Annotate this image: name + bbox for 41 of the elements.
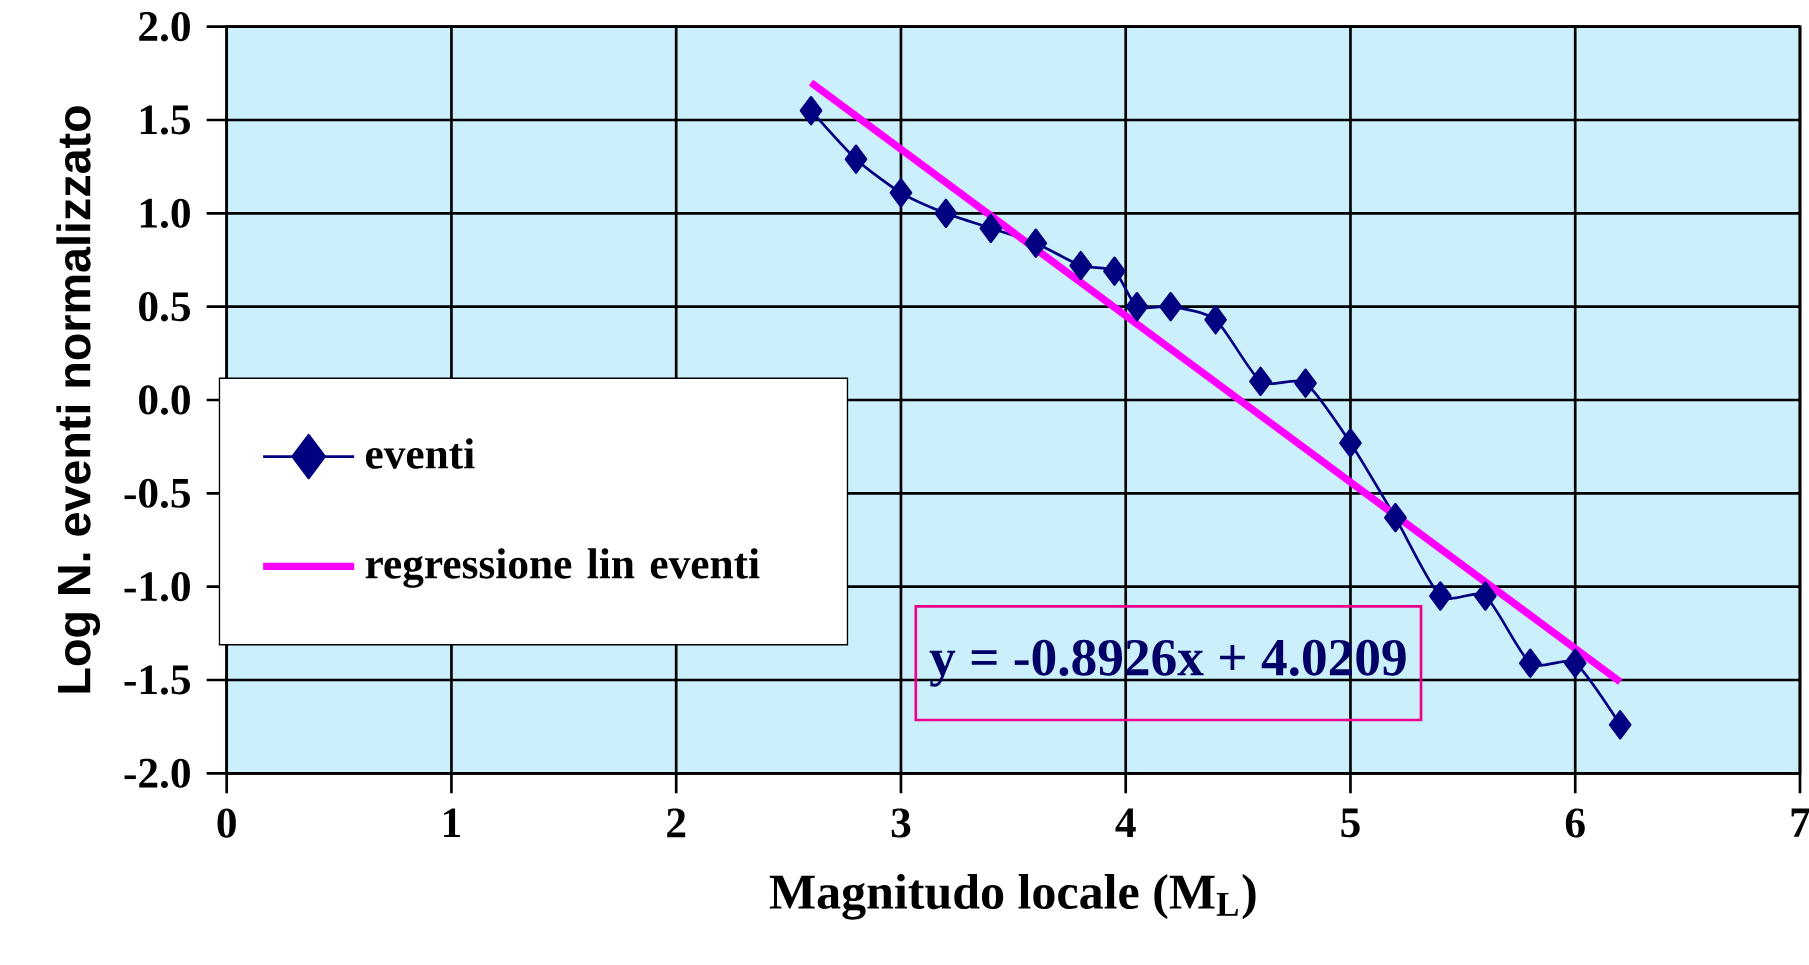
x-tick-label: 7 [1791, 808, 1809, 837]
x-tick-label: 5 [1341, 808, 1360, 838]
y-tick-label: 0.5 [139, 291, 190, 322]
x-tick-label: 4 [1115, 808, 1136, 837]
point [889, 178, 913, 208]
point [1159, 291, 1182, 322]
point [844, 144, 868, 174]
y-tick-label: 1.5 [140, 105, 190, 135]
point [1125, 291, 1149, 322]
y-tick-label: -1.5 [124, 665, 190, 695]
point [1249, 366, 1272, 396]
point [1518, 648, 1542, 678]
y-tick-label: -0.5 [124, 478, 190, 509]
point [799, 95, 823, 126]
legend-label: regressione lin eventi [365, 548, 760, 588]
legend-label: eventi [365, 438, 475, 469]
point [1024, 228, 1048, 258]
point [1339, 428, 1362, 458]
x-tick-label: 2 [667, 808, 686, 838]
point [1608, 710, 1632, 740]
point [1294, 368, 1317, 398]
point [1204, 305, 1227, 335]
x-tick-label: 3 [891, 808, 911, 838]
point [934, 198, 958, 229]
x-tick-label: 0 [217, 808, 236, 838]
point [1563, 648, 1587, 678]
x-tick-label: 1 [444, 808, 461, 838]
x-axis-title: Magnitudo locale (M$_{L}$) [769, 873, 1256, 920]
y-tick-label: 1.0 [140, 198, 190, 229]
point [1429, 581, 1452, 611]
y-axis-title: Log N. eventi normalizzato [56, 106, 101, 693]
y-tick-label: 2.0 [139, 11, 190, 42]
point [1069, 250, 1093, 281]
point [1384, 502, 1407, 533]
point [1473, 581, 1497, 611]
y-tick-label: -2.0 [124, 758, 190, 789]
point [979, 213, 1003, 243]
y-tick-label: -1.0 [124, 571, 190, 602]
x-tick-label: 6 [1565, 808, 1585, 838]
y-tick-label: 0.0 [139, 385, 190, 415]
point [1103, 256, 1126, 286]
